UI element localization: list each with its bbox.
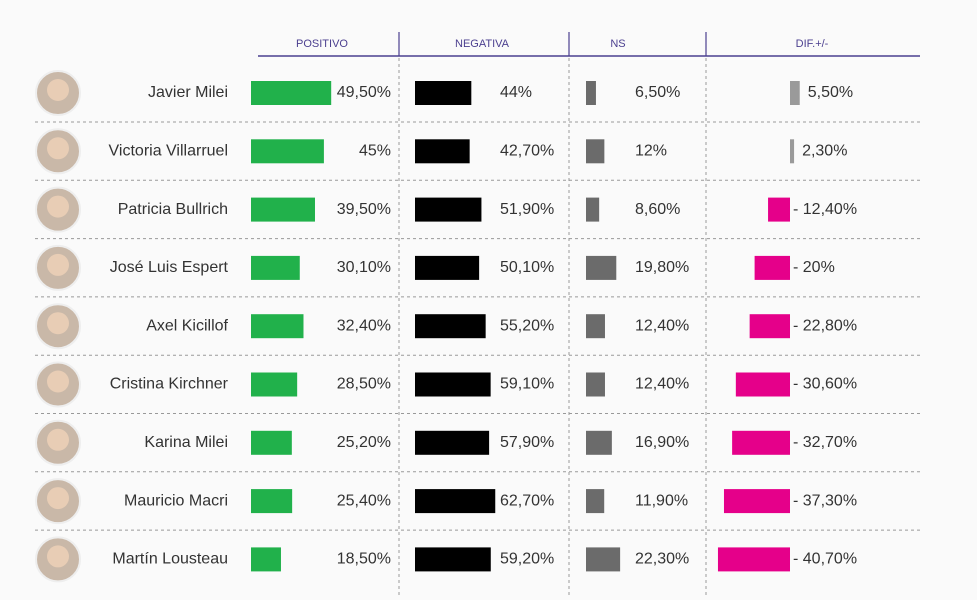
value-label: 16,90% (635, 434, 689, 451)
value-label: 44% (500, 84, 532, 101)
candidate-name: Martín Lousteau (112, 551, 228, 568)
avatar-face (47, 312, 69, 335)
bar (768, 197, 790, 222)
value-label: - 32,70% (793, 434, 857, 451)
bar (586, 81, 596, 105)
bar (251, 197, 315, 222)
bar (717, 547, 790, 572)
value-label: 28,50% (337, 376, 391, 393)
value-label: 51,90% (500, 201, 554, 218)
bar (790, 139, 795, 164)
bar (415, 255, 480, 280)
bar (415, 372, 491, 397)
bar (586, 372, 605, 397)
candidate-name: Mauricio Macri (124, 492, 228, 509)
bar (251, 255, 300, 280)
value-label: 59,20% (500, 551, 554, 568)
bar (586, 139, 605, 164)
value-label: 22,30% (635, 551, 689, 568)
value-label: - 30,60% (793, 376, 857, 393)
bar (754, 255, 790, 280)
value-label: 18,50% (337, 551, 391, 568)
bar (723, 489, 790, 514)
value-label: 12,40% (635, 317, 689, 334)
value-label: - 40,70% (793, 551, 857, 568)
value-label: 39,50% (337, 201, 391, 218)
value-label: - 22,80% (793, 317, 857, 334)
column-header: POSITIVO (296, 38, 348, 50)
avatar-face (47, 137, 69, 160)
value-label: 6,50% (635, 84, 680, 101)
avatar-face (47, 370, 69, 393)
value-label: - 12,40% (793, 201, 857, 218)
bar (586, 255, 617, 280)
candidate-name: Cristina Kirchner (110, 376, 229, 393)
avatar-face (47, 545, 69, 568)
bar (415, 197, 482, 222)
value-label: 5,50% (808, 84, 853, 101)
bar (749, 314, 790, 339)
bar (586, 314, 605, 339)
value-label: 8,60% (635, 201, 680, 218)
candidate-name: Axel Kicillof (146, 317, 228, 334)
value-label: 55,20% (500, 317, 554, 334)
bar (251, 430, 292, 455)
avatar-face (47, 253, 69, 276)
candidate-name: José Luis Espert (110, 259, 229, 276)
bar (735, 372, 790, 397)
bar (251, 372, 298, 397)
value-label: 12% (635, 143, 667, 160)
bar (586, 547, 621, 572)
bar (415, 489, 496, 514)
bar (586, 489, 605, 514)
bar (251, 314, 304, 339)
value-label: 30,10% (337, 259, 391, 276)
column-header: DIF.+/- (796, 38, 829, 50)
value-label: 42,70% (500, 143, 554, 160)
bar (415, 81, 472, 105)
value-label: 57,90% (500, 434, 554, 451)
bar (251, 489, 293, 514)
avatar-face (47, 195, 69, 218)
column-header: NS (610, 38, 625, 50)
value-label: 45% (359, 143, 391, 160)
bar (790, 81, 800, 105)
bar (732, 430, 790, 455)
bar (415, 547, 491, 572)
value-label: - 20% (793, 259, 835, 276)
bar (251, 139, 324, 164)
candidate-name: Karina Milei (144, 434, 228, 451)
value-label: 25,20% (337, 434, 391, 451)
avatar-face (47, 79, 69, 101)
value-label: 12,40% (635, 376, 689, 393)
bar (415, 139, 470, 164)
bar (415, 314, 486, 339)
value-label: - 37,30% (793, 492, 857, 509)
bar (586, 197, 600, 222)
bar (415, 430, 490, 455)
value-label: 25,40% (337, 492, 391, 509)
candidate-name: Patricia Bullrich (118, 201, 228, 218)
avatar-face (47, 428, 69, 451)
value-label: 62,70% (500, 492, 554, 509)
candidate-name: Victoria Villarruel (109, 143, 228, 160)
value-label: 32,40% (337, 317, 391, 334)
candidate-name: Javier Milei (148, 84, 228, 101)
bar (251, 81, 332, 105)
value-label: 49,50% (337, 84, 391, 101)
bar (251, 547, 281, 572)
value-label: 2,30% (802, 143, 847, 160)
value-label: 19,80% (635, 259, 689, 276)
bar (586, 430, 612, 455)
value-label: 11,90% (635, 492, 688, 509)
value-label: 50,10% (500, 259, 554, 276)
value-label: 59,10% (500, 376, 554, 393)
avatar-face (47, 487, 69, 510)
column-header: NEGATIVA (455, 38, 510, 50)
